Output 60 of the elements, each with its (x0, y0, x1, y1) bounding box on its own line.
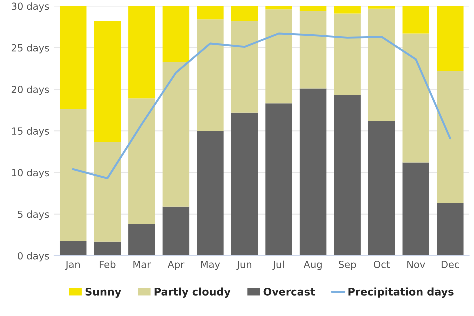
bar (128, 6, 156, 99)
bar (162, 62, 190, 207)
bar (197, 131, 224, 256)
x-tick-label: Jan (65, 261, 80, 270)
bar (368, 121, 396, 256)
bar (231, 6, 258, 22)
bar (128, 224, 156, 256)
bar (402, 6, 430, 34)
y-tick-label: 0 days (18, 252, 50, 262)
bar (368, 8, 396, 122)
bar (94, 142, 122, 242)
bar (368, 6, 396, 9)
bar (94, 242, 122, 256)
x-tick-label: Jul (272, 260, 284, 270)
legend-label: Overcast (264, 288, 316, 296)
x-tick-label: Sep (339, 260, 356, 270)
bar (231, 112, 258, 256)
bar (266, 6, 292, 10)
bar (60, 6, 87, 110)
bar (266, 10, 292, 104)
bar (402, 34, 430, 163)
legend-label: Sunny (86, 288, 122, 298)
bar (266, 104, 292, 256)
y-tick-label: 30 days (12, 2, 50, 12)
x-tick-label: Jun (236, 261, 252, 270)
bar (300, 11, 327, 89)
bar (437, 71, 464, 204)
bar (94, 21, 122, 142)
legend-label: Partly cloudy (154, 288, 231, 298)
x-tick-label: Aug (304, 261, 322, 270)
bar (162, 206, 190, 256)
x-tick-label: Oct (374, 260, 390, 268)
y-tick-label: 15 days (12, 127, 50, 137)
x-tick-label: Feb (100, 260, 116, 268)
bar (334, 6, 361, 14)
bar (334, 14, 361, 96)
legend-label: Precipitation days (348, 288, 454, 298)
line-series (72, 32, 452, 180)
bar (300, 88, 327, 256)
bar (60, 110, 87, 241)
bar (197, 6, 224, 20)
y-tick-label: 10 days (12, 169, 50, 178)
y-tick-label: 25 days (12, 44, 50, 54)
bar (128, 98, 156, 224)
bar (197, 20, 224, 132)
bar (300, 6, 327, 12)
x-tick-label: May (201, 261, 220, 270)
x-tick-label: Nov (408, 261, 426, 268)
y-tick-label: 5 days (18, 210, 50, 220)
bar (60, 240, 87, 256)
bar (437, 6, 464, 72)
bar (437, 204, 464, 256)
bar (231, 21, 258, 113)
y-tick-label: 20 days (12, 86, 50, 96)
bar (162, 6, 190, 62)
x-tick-label: Dec (442, 261, 460, 268)
x-tick-label: Apr (168, 261, 185, 270)
bar (402, 162, 430, 256)
bar (334, 95, 361, 256)
x-tick-label: Mar (134, 261, 152, 268)
